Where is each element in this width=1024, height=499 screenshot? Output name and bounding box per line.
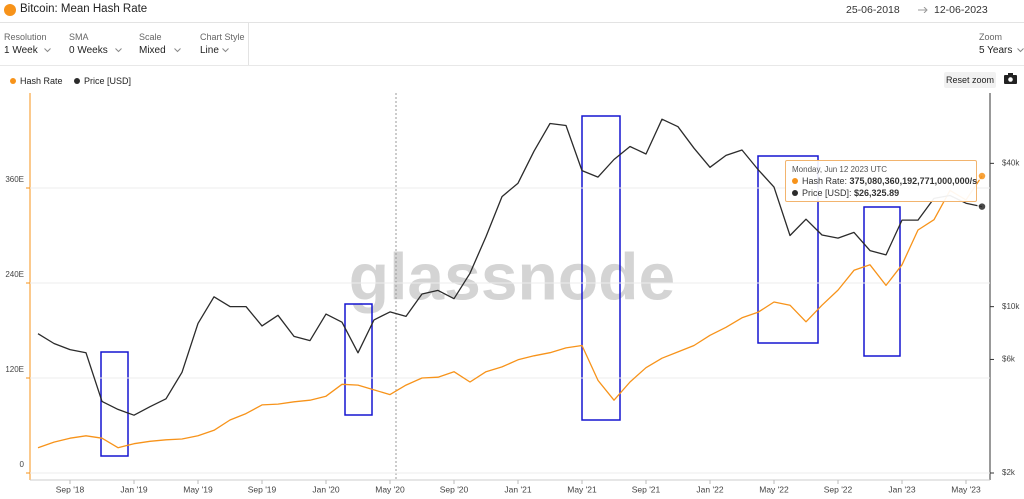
- legend-marker: [74, 78, 80, 84]
- x-tick-label: Sep '22: [824, 484, 853, 494]
- chevron-icon: [1017, 48, 1024, 53]
- x-tick-label: Sep '21: [632, 484, 661, 494]
- x-tick-label: Sep '19: [248, 484, 277, 494]
- control-value: Line: [200, 45, 219, 56]
- control[interactable]: Chart Style Line: [200, 23, 260, 65]
- highlight-box: [344, 303, 373, 416]
- date-range[interactable]: 25-06-2018 12-06-2023: [838, 0, 1016, 20]
- legend-label: Hash Rate: [20, 76, 63, 86]
- highlight-box: [757, 155, 819, 344]
- tooltip-label: Hash Rate:: [802, 176, 848, 186]
- y2-tick-label: $10k: [1002, 302, 1020, 311]
- chevron-icon: [174, 48, 181, 53]
- control[interactable]: Scale Mixed: [139, 23, 199, 65]
- x-tick-label: May '19: [183, 484, 213, 494]
- legend-label: Price [USD]: [84, 76, 131, 86]
- x-tick-label: May '22: [759, 484, 789, 494]
- divider: [248, 23, 249, 65]
- tooltip-date: Monday, Jun 12 2023 UTC: [792, 165, 888, 174]
- x-tick-label: Sep '18: [56, 484, 85, 494]
- watermark: glassnode: [349, 239, 675, 313]
- x-tick-label: May '23: [951, 484, 981, 494]
- series-line: [37, 175, 983, 449]
- control-label: Zoom: [979, 32, 1003, 42]
- tooltip-dot: [792, 190, 798, 196]
- highlight-box: [581, 115, 621, 421]
- date-to[interactable]: 12-06-2023: [934, 4, 988, 16]
- bitcoin-icon: [4, 4, 16, 16]
- tooltip-row: Hash Rate: 375,080,360,192,771,000,000/s: [792, 176, 977, 186]
- tooltip: Monday, Jun 12 2023 UTC Hash Rate: 375,0…: [785, 160, 977, 202]
- y2-tick-label: $6k: [1002, 355, 1016, 364]
- reset-zoom-button[interactable]: Reset zoom: [944, 72, 996, 88]
- x-tick-label: Jan '23: [888, 484, 915, 494]
- chevron-icon: [115, 48, 122, 53]
- controls-row: Resolution 1 Week SMA 0 Weeks Scale Mixed Char…: [0, 23, 1024, 66]
- tooltip-value: 375,080,360,192,771,000,000/s: [849, 176, 978, 186]
- control[interactable]: Resolution 1 Week: [4, 23, 64, 65]
- chevron-icon: [44, 48, 51, 53]
- control-value: 0 Weeks: [69, 45, 108, 56]
- tooltip-value: $26,325.89: [854, 188, 900, 198]
- top-bar: Bitcoin: Mean Hash Rate 25-06-2018 12-06…: [0, 0, 1024, 23]
- x-tick-label: May '20: [375, 484, 405, 494]
- camera-icon[interactable]: [1004, 73, 1017, 84]
- y-tick-label: 360E: [5, 175, 24, 184]
- control-label: Chart Style: [200, 32, 245, 42]
- x-tick-label: Jan '20: [312, 484, 339, 494]
- hover-point: [977, 201, 987, 212]
- control-value: 5 Years: [979, 45, 1013, 56]
- y2-tick-label: $40k: [1002, 158, 1020, 167]
- tooltip-row: Price [USD]: $26,325.89: [792, 188, 899, 198]
- x-tick-label: Jan '19: [120, 484, 147, 494]
- y-tick-label: 120E: [5, 365, 24, 374]
- x-tick-label: Jan '22: [696, 484, 723, 494]
- y2-tick-label: $2k: [1002, 468, 1016, 477]
- x-tick-label: Sep '20: [440, 484, 469, 494]
- control-value: Mixed: [139, 45, 166, 56]
- tooltip-dot: [792, 178, 798, 184]
- tooltip-label: Price [USD]:: [802, 188, 852, 198]
- chevron-icon: [222, 48, 229, 53]
- x-tick-label: May '21: [567, 484, 597, 494]
- zoom-control[interactable]: Zoom 5 Years: [979, 23, 1024, 65]
- date-from[interactable]: 25-06-2018: [846, 4, 900, 16]
- series-line: [37, 118, 983, 416]
- control-label: Resolution: [4, 32, 47, 42]
- arrow-icon: [918, 7, 928, 13]
- control-value: 1 Week: [4, 45, 38, 56]
- control-label: Scale: [139, 32, 162, 42]
- page-title: Bitcoin: Mean Hash Rate: [20, 3, 148, 15]
- hover-point: [977, 171, 987, 181]
- y-tick-label: 240E: [5, 270, 24, 279]
- legend-marker: [10, 78, 16, 84]
- highlight-box: [863, 206, 901, 357]
- control[interactable]: SMA 0 Weeks: [69, 23, 129, 65]
- control-label: SMA: [69, 32, 89, 42]
- highlight-box: [100, 351, 129, 457]
- x-tick-label: Jan '21: [504, 484, 531, 494]
- y-tick-label: 0: [20, 460, 25, 469]
